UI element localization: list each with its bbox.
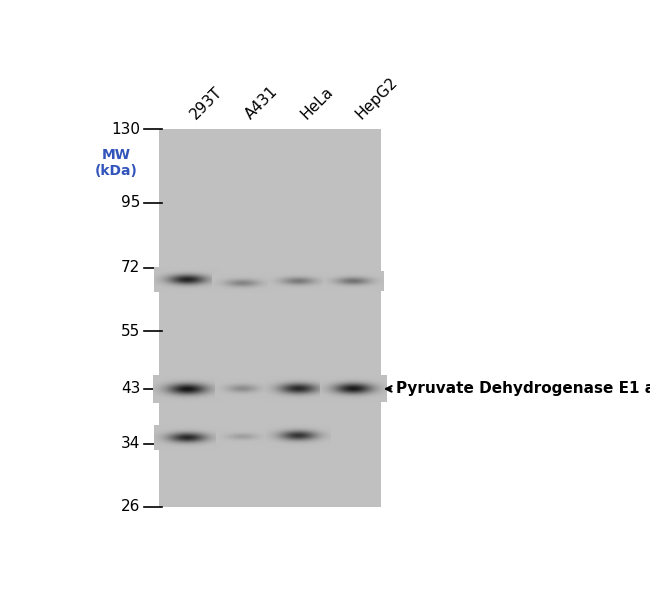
Bar: [159, 129, 381, 507]
Text: 43: 43: [121, 382, 140, 396]
Text: 293T: 293T: [187, 84, 225, 123]
Text: 72: 72: [121, 261, 140, 276]
Text: HeLa: HeLa: [298, 84, 336, 123]
Text: 130: 130: [111, 122, 140, 137]
Text: 95: 95: [121, 196, 140, 210]
Text: Pyruvate Dehydrogenase E1 alpha: Pyruvate Dehydrogenase E1 alpha: [396, 382, 650, 396]
Text: HepG2: HepG2: [354, 75, 401, 123]
Text: A431: A431: [242, 84, 281, 123]
Text: 55: 55: [121, 324, 140, 338]
Text: 26: 26: [121, 499, 140, 514]
Text: MW
(kDa): MW (kDa): [95, 148, 138, 178]
Text: 34: 34: [121, 437, 140, 451]
